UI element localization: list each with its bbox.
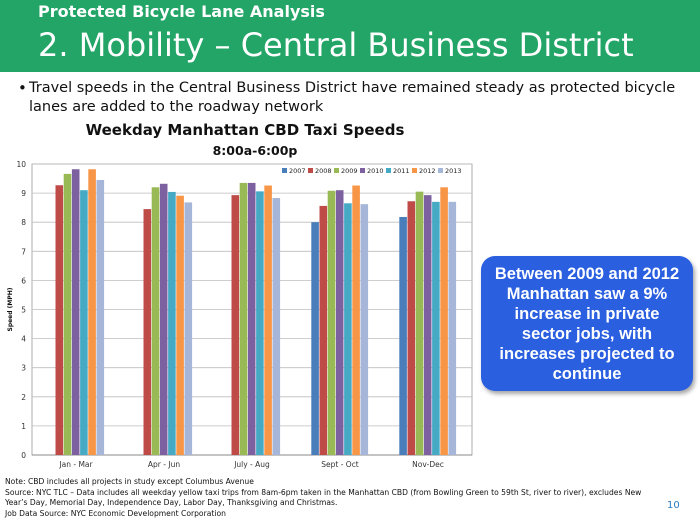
bar-2009	[151, 187, 160, 455]
legend-label: 2010	[367, 167, 384, 175]
bar-2010	[423, 195, 432, 455]
legend-swatch-2012	[412, 168, 417, 173]
bar-2012	[352, 185, 360, 455]
y-tick-label: 0	[21, 451, 26, 460]
legend-label: 2011	[393, 167, 410, 175]
bar-2011	[432, 201, 440, 455]
page-number: 10	[667, 500, 680, 511]
chart-subtitle: 8:00a-6:00p	[212, 143, 298, 158]
bar-2009	[415, 191, 424, 455]
callout-text: Between 2009 and 2012 Manhattan saw a 9%…	[494, 264, 680, 383]
header-subtitle: Protected Bicycle Lane Analysis	[38, 2, 325, 21]
legend-label: 2012	[419, 167, 436, 175]
bar-2012	[440, 187, 448, 455]
y-tick-label: 5	[21, 306, 26, 315]
bar-2013	[184, 202, 193, 455]
bar-2008	[407, 201, 416, 455]
bar-chart: 0 1 2 3 4 5 6 7 8 9 10 Speed (MPH) Jan - Mar Apr - Ju…	[7, 160, 473, 469]
y-axis-label: Speed (MPH)	[7, 287, 14, 331]
bar-2010	[247, 182, 256, 455]
bar-2009	[63, 173, 72, 456]
bar-2013	[272, 198, 281, 455]
footnote-source: Source: NYC TLC – Data includes all week…	[5, 487, 642, 508]
bar-2011	[168, 191, 176, 455]
legend-swatch-2007	[282, 168, 287, 173]
bar-2010	[335, 190, 344, 455]
footnote-note: Note: CBD includes all projects in study…	[5, 477, 254, 486]
x-tick-label: Apr - Jun	[148, 460, 180, 469]
bar-2011	[80, 190, 88, 455]
legend-swatch-2011	[386, 168, 391, 173]
y-tick-label: 3	[21, 364, 26, 373]
bar-2013	[448, 201, 457, 455]
bar-2007	[311, 222, 319, 455]
bar-2007	[399, 216, 407, 455]
legend-swatch-2008	[308, 168, 313, 173]
bar-2008	[319, 205, 328, 455]
header-band: Protected Bicycle Lane Analysis 2. Mobil…	[0, 0, 700, 72]
bar-2009	[239, 182, 248, 455]
y-tick-label: 8	[21, 218, 26, 227]
bar-2012	[264, 185, 272, 455]
legend-label: 2009	[341, 167, 358, 175]
x-tick-label: July - Aug	[233, 460, 270, 469]
bar-2009	[327, 190, 336, 455]
bullet-point: • Travel speeds in the Central Business …	[18, 79, 688, 117]
legend-swatch-2009	[334, 168, 339, 173]
bar-2013	[360, 204, 369, 455]
bar-2008	[231, 195, 240, 455]
y-tick-label: 1	[21, 422, 26, 431]
page-title: 2. Mobility – Central Business District	[38, 26, 634, 64]
bar-2011	[256, 191, 264, 455]
bar-2010	[159, 183, 168, 455]
x-tick-label: Sept - Oct	[321, 460, 359, 469]
bar-2012	[176, 195, 184, 455]
bullet-dot-icon: •	[18, 79, 27, 97]
bar-2013	[96, 180, 105, 455]
y-tick-label: 9	[21, 189, 26, 198]
bar-2010	[71, 169, 80, 455]
footnote-job-source: Job Data Source: NYC Economic Developmen…	[5, 508, 226, 518]
chart-title: Weekday Manhattan CBD Taxi Speeds	[85, 121, 405, 139]
footnotes: Note: CBD includes all projects in study…	[5, 477, 665, 519]
bar-2008	[55, 185, 64, 456]
legend-label: 2007	[289, 167, 306, 175]
legend-swatch-2010	[360, 168, 365, 173]
bar-2008	[143, 209, 152, 455]
legend-label: 2008	[315, 167, 332, 175]
y-tick-label: 7	[21, 247, 26, 256]
y-tick-label: 2	[21, 393, 26, 402]
y-tick-label: 4	[21, 335, 26, 344]
legend-swatch-2013	[438, 168, 443, 173]
bullet-text: Travel speeds in the Central Business Di…	[29, 80, 676, 115]
y-tick-label: 10	[16, 160, 26, 169]
bar-2011	[344, 203, 352, 455]
y-tick-label: 6	[21, 276, 26, 285]
x-tick-label: Jan - Mar	[58, 460, 93, 469]
x-tick-label: Nov-Dec	[412, 460, 444, 469]
legend-label: 2013	[445, 167, 462, 175]
callout-box: Between 2009 and 2012 Manhattan saw a 9%…	[481, 256, 693, 391]
bar-2012	[88, 169, 96, 455]
